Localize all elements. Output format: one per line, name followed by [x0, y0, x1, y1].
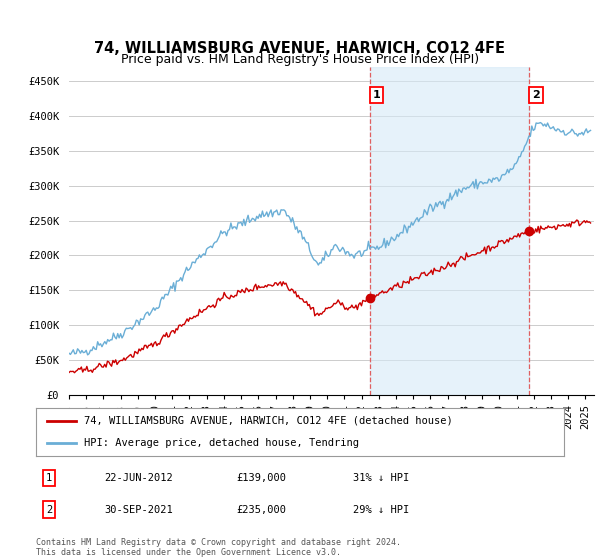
Text: 2: 2 [532, 90, 540, 100]
Text: 2: 2 [46, 505, 52, 515]
Text: 30-SEP-2021: 30-SEP-2021 [104, 505, 173, 515]
Text: HPI: Average price, detached house, Tendring: HPI: Average price, detached house, Tend… [83, 438, 359, 448]
Text: 74, WILLIAMSBURG AVENUE, HARWICH, CO12 4FE: 74, WILLIAMSBURG AVENUE, HARWICH, CO12 4… [95, 41, 505, 56]
Text: Price paid vs. HM Land Registry's House Price Index (HPI): Price paid vs. HM Land Registry's House … [121, 53, 479, 66]
Text: 22-JUN-2012: 22-JUN-2012 [104, 473, 173, 483]
Text: 1: 1 [372, 90, 380, 100]
Text: 29% ↓ HPI: 29% ↓ HPI [353, 505, 409, 515]
Text: Contains HM Land Registry data © Crown copyright and database right 2024.
This d: Contains HM Land Registry data © Crown c… [36, 538, 401, 557]
Bar [370, 67, 529, 395]
Text: £235,000: £235,000 [236, 505, 287, 515]
Text: 1: 1 [46, 473, 52, 483]
Text: 74, WILLIAMSBURG AVENUE, HARWICH, CO12 4FE (detached house): 74, WILLIAMSBURG AVENUE, HARWICH, CO12 4… [83, 416, 452, 426]
Text: 31% ↓ HPI: 31% ↓ HPI [353, 473, 409, 483]
Text: £139,000: £139,000 [236, 473, 287, 483]
